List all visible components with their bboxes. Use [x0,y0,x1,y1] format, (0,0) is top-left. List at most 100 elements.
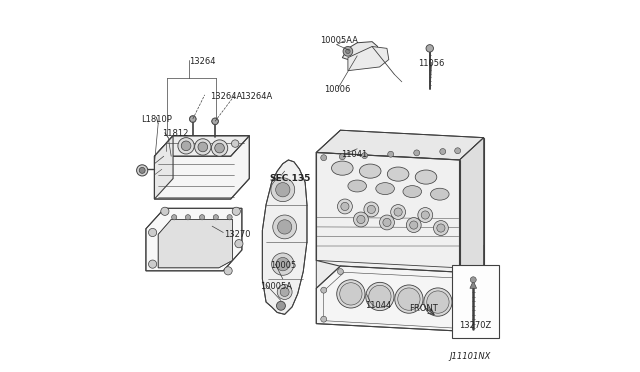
Circle shape [362,153,367,158]
Circle shape [178,138,195,154]
Polygon shape [470,281,477,288]
Polygon shape [154,136,250,156]
Circle shape [383,218,391,227]
Text: 11044: 11044 [365,301,391,310]
Polygon shape [212,118,218,124]
Circle shape [426,45,433,52]
Polygon shape [158,219,232,268]
Circle shape [458,325,465,331]
Circle shape [339,154,346,160]
Circle shape [337,269,344,275]
Circle shape [172,215,177,220]
Bar [452,265,499,338]
Polygon shape [316,130,484,160]
Circle shape [148,260,157,268]
Circle shape [181,141,191,151]
Circle shape [337,280,365,308]
Circle shape [212,118,218,125]
Circle shape [410,221,418,229]
Circle shape [369,285,391,308]
Ellipse shape [403,186,422,198]
Polygon shape [342,42,378,61]
Text: 11056: 11056 [418,59,444,68]
Circle shape [466,275,472,281]
Text: L1810P: L1810P [141,115,172,124]
Polygon shape [154,136,250,199]
Circle shape [232,140,239,147]
Circle shape [343,46,353,56]
Polygon shape [154,136,173,199]
Circle shape [276,183,290,197]
Text: 10005AA: 10005AA [320,36,358,45]
Circle shape [424,288,452,316]
Circle shape [189,116,196,122]
Circle shape [271,253,294,275]
Text: 11041: 11041 [341,150,367,159]
Circle shape [276,301,285,310]
Circle shape [365,282,394,311]
Circle shape [136,165,148,176]
Circle shape [357,215,365,224]
Circle shape [211,140,228,156]
Circle shape [388,151,394,157]
Circle shape [427,291,449,313]
Text: 13270: 13270 [224,230,250,239]
Circle shape [390,205,406,219]
Circle shape [421,211,429,219]
Circle shape [321,316,326,322]
Ellipse shape [431,188,449,200]
Circle shape [215,143,225,153]
Circle shape [340,283,362,305]
Circle shape [367,205,376,214]
Circle shape [321,155,326,161]
Circle shape [232,207,241,215]
Polygon shape [189,116,196,122]
Polygon shape [316,266,484,331]
Ellipse shape [332,161,353,175]
Circle shape [213,215,218,220]
Circle shape [140,167,145,173]
Circle shape [186,215,191,220]
Ellipse shape [415,170,437,184]
Text: 13264A: 13264A [211,92,243,101]
Circle shape [280,288,289,296]
Circle shape [161,207,169,215]
Circle shape [235,240,243,248]
Circle shape [395,285,423,313]
Circle shape [418,208,433,222]
Circle shape [273,215,296,239]
Circle shape [195,139,211,155]
Circle shape [337,199,353,214]
Text: 10005: 10005 [270,262,296,270]
Text: J11101NX: J11101NX [450,352,491,361]
Circle shape [341,202,349,211]
Text: 13264: 13264 [189,57,216,66]
Circle shape [433,221,449,235]
Circle shape [271,178,294,202]
Circle shape [353,212,369,227]
Polygon shape [316,130,340,260]
Text: FRONT: FRONT [410,304,438,312]
Text: 13264A: 13264A [240,92,272,101]
Circle shape [148,228,157,237]
Circle shape [470,277,476,283]
Circle shape [380,215,394,230]
Circle shape [454,148,461,154]
Circle shape [440,148,445,154]
Polygon shape [460,138,484,296]
Circle shape [394,208,402,216]
Circle shape [406,218,421,232]
Circle shape [224,267,232,275]
Ellipse shape [376,183,394,195]
Ellipse shape [360,164,381,178]
Circle shape [200,215,205,220]
Circle shape [227,215,232,220]
Circle shape [413,150,420,156]
Polygon shape [316,238,484,296]
Polygon shape [262,160,307,314]
Text: 13270Z: 13270Z [459,321,491,330]
Polygon shape [348,46,389,71]
Circle shape [397,288,420,310]
Text: 10006: 10006 [324,85,350,94]
Ellipse shape [387,167,409,181]
